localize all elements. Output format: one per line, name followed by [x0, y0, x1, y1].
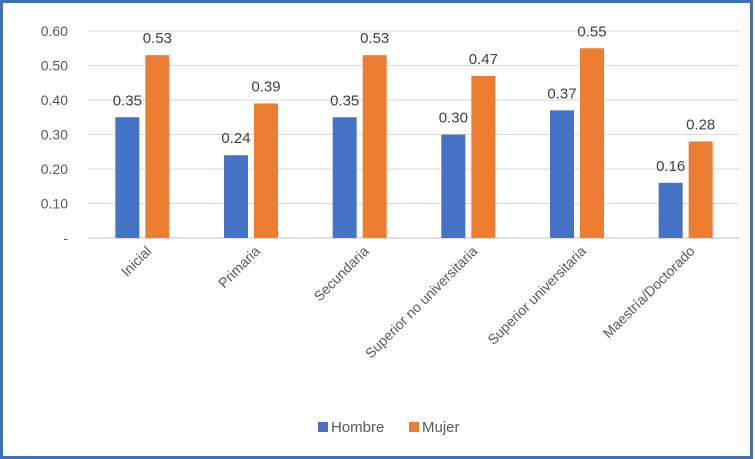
y-tick-label: 0.40: [41, 92, 68, 108]
legend-label-mujer: Mujer: [422, 419, 460, 436]
bar-mujer: [362, 55, 387, 239]
bar-hombre: [441, 134, 466, 238]
legend-swatch-hombre: [318, 422, 328, 432]
data-label-hombre: 0.16: [656, 158, 685, 175]
data-label-mujer: 0.53: [360, 30, 389, 47]
bar-mujer: [688, 141, 713, 238]
y-tick-label: -: [63, 230, 68, 246]
bar-hombre: [115, 117, 140, 238]
data-label-mujer: 0.47: [469, 51, 498, 68]
legend: Hombre Mujer: [318, 419, 460, 436]
data-label-hombre: 0.35: [330, 92, 359, 109]
bar-hombre: [658, 182, 683, 238]
data-label-mujer: 0.55: [577, 23, 606, 40]
bar-hombre: [332, 117, 357, 238]
data-label-mujer: 0.28: [686, 116, 715, 133]
data-label-hombre: 0.37: [547, 85, 576, 102]
category-label: Secundaria: [310, 243, 372, 305]
bar-hombre: [224, 155, 248, 238]
category-label: Superior universitaria: [484, 243, 589, 348]
bars: [115, 48, 713, 239]
data-label-hombre: 0.30: [439, 110, 468, 127]
bar-mujer: [580, 48, 604, 238]
gridlines: [88, 30, 740, 239]
y-tick-label: 0.10: [41, 196, 68, 212]
y-tick-label: 0.20: [41, 161, 68, 177]
data-label-mujer: 0.39: [251, 78, 280, 95]
category-label: Superior no universitaria: [362, 243, 481, 362]
category-label: Inicial: [118, 243, 155, 280]
bar-mujer: [145, 55, 170, 239]
bar-mujer: [471, 75, 496, 238]
bar-hombre: [550, 110, 574, 238]
category-label: Maestría/Doctorado: [600, 243, 698, 341]
data-label-mujer: 0.53: [143, 30, 172, 47]
data-labels: 0.35 0.53 0.24 0.39 0.35 0.53 0.30 0.47 0.37 0.55…: [113, 23, 716, 175]
y-axis-ticks: - 0.10 0.20 0.30 0.40 0.50 0.60: [41, 23, 69, 246]
data-label-hombre: 0.35: [113, 92, 142, 109]
data-label-hombre: 0.24: [221, 130, 250, 147]
y-tick-label: 0.50: [41, 58, 68, 74]
category-label: Primaria: [215, 243, 263, 291]
y-tick-label: 0.30: [41, 127, 68, 143]
legend-label-hombre: Hombre: [331, 419, 384, 436]
y-tick-label: 0.60: [41, 23, 68, 39]
bar-mujer: [254, 103, 278, 238]
legend-swatch-mujer: [409, 422, 419, 432]
